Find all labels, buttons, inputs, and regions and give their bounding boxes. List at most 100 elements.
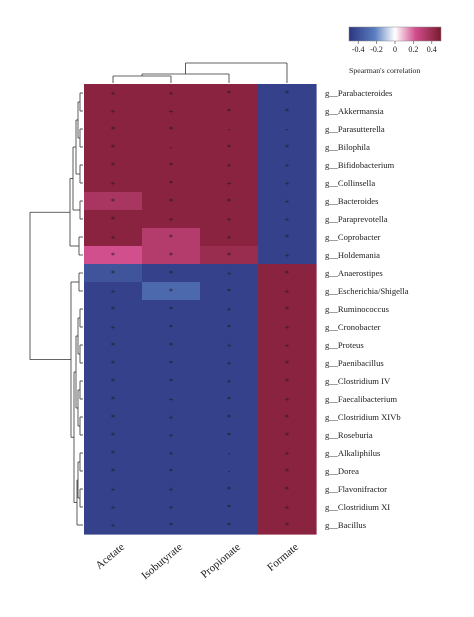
significance-mark: *	[111, 467, 115, 476]
significance-mark: *	[111, 305, 115, 314]
heatmap-cell	[200, 462, 259, 481]
significance-mark: +	[169, 107, 174, 116]
significance-mark: -	[286, 125, 289, 134]
significance-mark: *	[227, 503, 231, 512]
significance-mark: *	[169, 359, 173, 368]
heatmap-cell	[258, 408, 317, 427]
heatmap-cell	[84, 390, 143, 409]
heatmap-cell	[258, 138, 317, 157]
significance-mark: *	[285, 89, 289, 98]
heatmap-cell	[200, 138, 259, 157]
heatmap-cell	[200, 84, 259, 103]
heatmap-cell	[200, 174, 259, 193]
significance-mark: +	[285, 323, 290, 332]
heatmap-cell	[84, 120, 143, 139]
row-label: g__Parabacteroides	[325, 88, 393, 98]
column-label: Acetate	[93, 541, 127, 572]
heatmap-cell	[84, 300, 143, 319]
significance-mark: *	[111, 431, 115, 440]
significance-mark: +	[227, 179, 232, 188]
significance-mark: *	[169, 467, 173, 476]
row-label: g__Anaerostipes	[325, 268, 383, 278]
row-label: g__Bifidobacterium	[325, 160, 395, 170]
heatmap-cell	[258, 444, 317, 463]
heatmap-cell	[258, 300, 317, 319]
colorbar-tick-label: 0.2	[408, 45, 418, 54]
significance-mark: *	[285, 305, 289, 314]
heatmap-cell	[258, 228, 317, 247]
colorbar-tick-label: -0.2	[370, 45, 383, 54]
row-label: g__Faecalibacterium	[325, 394, 397, 404]
significance-mark: *	[111, 449, 115, 458]
significance-mark: *	[169, 125, 173, 134]
heatmap-cell	[258, 390, 317, 409]
heatmap-cell	[200, 192, 259, 211]
column-label: Isobutyrate	[139, 541, 185, 582]
heatmap-cell	[84, 354, 143, 373]
significance-mark: *	[227, 287, 231, 296]
significance-mark: *	[227, 431, 231, 440]
heatmap-cell	[200, 444, 259, 463]
heatmap-cell	[200, 336, 259, 355]
heatmap-cell	[142, 84, 201, 103]
significance-mark: +	[227, 359, 232, 368]
heatmap-cell	[200, 264, 259, 283]
heatmap-cell	[258, 174, 317, 193]
heatmap-cell	[142, 138, 201, 157]
significance-mark: *	[285, 377, 289, 386]
significance-mark: *	[285, 359, 289, 368]
heatmap-cell	[142, 210, 201, 229]
significance-mark: -	[170, 143, 173, 152]
heatmap-cell	[142, 102, 201, 121]
colorbar-tick-label: -0.4	[352, 45, 365, 54]
row-dendrogram	[29, 92, 83, 526]
heatmap-cell	[200, 282, 259, 301]
significance-mark: *	[111, 395, 115, 404]
significance-mark: *	[111, 215, 115, 224]
heatmap-cells	[84, 84, 317, 535]
heatmap-cell	[84, 192, 143, 211]
row-label: g__Clostridium IV	[325, 376, 391, 386]
significance-mark: +	[169, 413, 174, 422]
row-label: g__Coprobacter	[325, 232, 381, 242]
significance-mark: *	[285, 521, 289, 530]
significance-mark: *	[227, 521, 231, 530]
significance-mark: *	[227, 197, 231, 206]
heatmap-cell	[200, 318, 259, 337]
colorbar-ticks: -0.4 -0.2 0 0.2 0.4	[352, 41, 437, 54]
colorbar-title: Spearman's correlation	[349, 66, 420, 75]
significance-mark: *	[111, 413, 115, 422]
significance-mark: +	[285, 395, 290, 404]
significance-mark: +	[227, 305, 232, 314]
heatmap-cell	[84, 138, 143, 157]
row-label: g__Bacteroides	[325, 196, 379, 206]
row-label: g__Akkermansia	[325, 106, 384, 116]
row-label: g__Clostridium XI	[325, 502, 390, 512]
significance-mark: *	[111, 143, 115, 152]
row-labels: g__Parabacteroides g__Akkermansia g__Paras…	[325, 88, 409, 530]
colorbar-tick-label: 0	[393, 45, 397, 54]
heatmap-cell	[200, 246, 259, 265]
heatmap-cell	[84, 426, 143, 445]
significance-mark: *	[111, 377, 115, 386]
heatmap-cell	[200, 498, 259, 517]
heatmap-cell	[84, 408, 143, 427]
row-label: g__Proteus	[325, 340, 364, 350]
column-label: Formate	[265, 541, 301, 574]
heatmap-cell	[258, 282, 317, 301]
row-label: g__Paraprevotella	[325, 214, 388, 224]
significance-mark: +	[169, 485, 174, 494]
heatmap-cell	[142, 336, 201, 355]
heatmap-cell	[258, 462, 317, 481]
significance-mark: *	[227, 395, 231, 404]
significance-mark: +	[111, 503, 116, 512]
heatmap-cell	[84, 264, 143, 283]
heatmap-cell	[84, 174, 143, 193]
significance-mark: *	[227, 89, 231, 98]
heatmap-cell	[142, 228, 201, 247]
heatmap-cell	[200, 426, 259, 445]
significance-mark: +	[285, 197, 290, 206]
row-label: g__Cronobacter	[325, 322, 381, 332]
heatmap-cell	[258, 84, 317, 103]
significance-mark: +	[285, 341, 290, 350]
